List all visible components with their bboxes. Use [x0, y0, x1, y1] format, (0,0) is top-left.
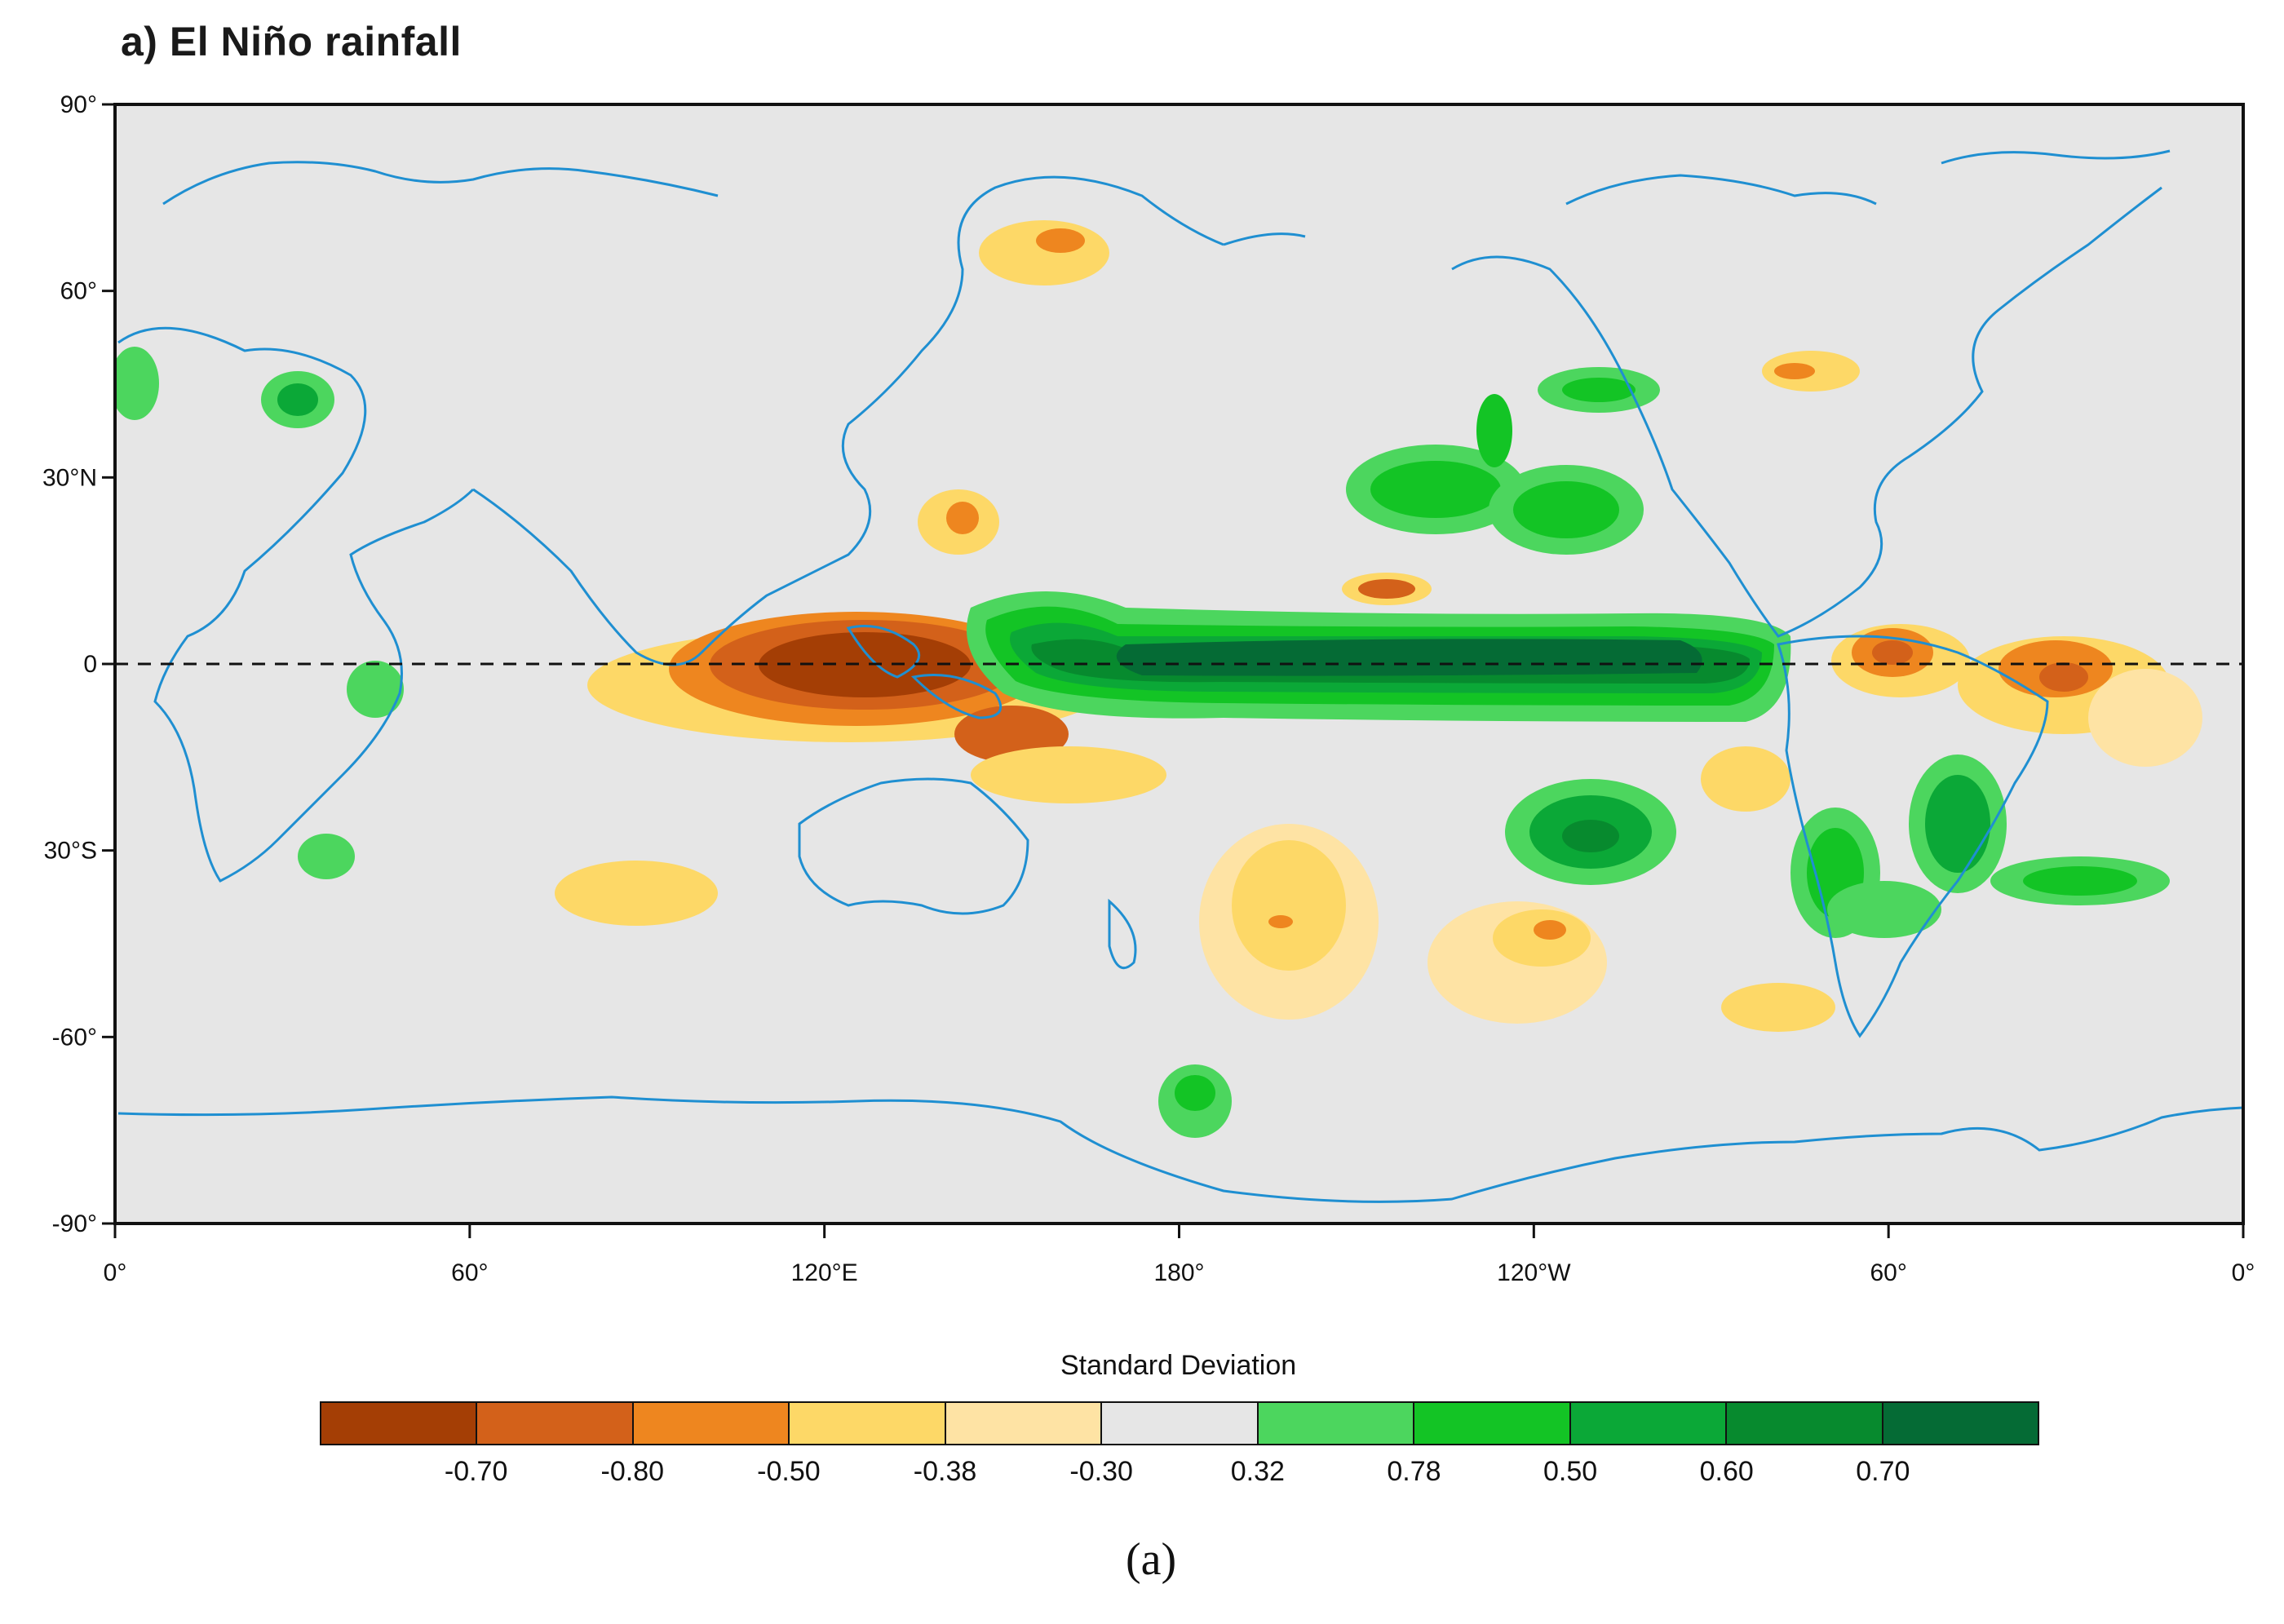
southern-dry-anomaly [555, 746, 1835, 1032]
europe-coastline [162, 161, 719, 206]
legend-tick-label: -0.50 [757, 1456, 821, 1487]
legend-swatch [1258, 1403, 1415, 1444]
legend-tick-label: -0.30 [1069, 1456, 1133, 1487]
legend-swatch [1102, 1403, 1259, 1444]
map-title: a) El Niño rainfall [121, 19, 462, 64]
legend-swatch [321, 1403, 478, 1444]
arctic-coastline [1565, 149, 2171, 206]
legend-swatch [945, 1403, 1103, 1444]
africa-coastline [117, 326, 475, 883]
south-pacific-wet-anomaly [1505, 779, 1676, 885]
legend-swatch [790, 1403, 946, 1444]
legend-swatch [1414, 1403, 1571, 1444]
legend-tick-label: 0.60 [1699, 1456, 1754, 1487]
x-tick-label: 60° [451, 1259, 488, 1286]
legend-tick-label: -0.80 [600, 1456, 665, 1487]
figure-caption: (a) [1126, 1534, 1177, 1585]
longitude-axis: 0° 60° 120°E 180° 120°W 60° 0° [104, 1224, 2255, 1286]
asia-coastline [472, 175, 1224, 666]
y-tick-label: -60° [52, 1024, 97, 1051]
legend-tick-label: -0.70 [444, 1456, 508, 1487]
y-tick-label: -90° [52, 1210, 97, 1237]
north-pacific-wet-anomaly [1346, 367, 1660, 555]
south-america-wet-anomaly [1790, 754, 2170, 938]
equatorial-pacific-wet-anomaly [967, 591, 1791, 722]
legend-swatch [477, 1403, 634, 1444]
y-tick-label: 90° [60, 91, 97, 118]
coastlines [117, 149, 2243, 1203]
x-tick-label: 60° [1870, 1259, 1906, 1286]
australia-coastline [798, 777, 1029, 915]
north-pacific-dry-anomaly [918, 220, 1860, 605]
legend-tick-label: 0.70 [1856, 1456, 1910, 1487]
antarctica-coastline [117, 1095, 2243, 1203]
legend-tick-label: 0.32 [1230, 1456, 1285, 1487]
y-tick-label: 60° [60, 278, 97, 305]
legend-title: Standard Deviation [1060, 1350, 1297, 1381]
x-tick-label: 0° [104, 1259, 127, 1286]
atlantic-dry-anomaly [1831, 624, 2202, 767]
x-tick-label: 180° [1153, 1259, 1204, 1286]
y-tick-label: 30°S [44, 838, 97, 865]
new-zealand-coastline [1108, 898, 1137, 970]
south-america-coastline [1777, 635, 2049, 1038]
eurasia-africa-wet-anomaly [115, 347, 1232, 1138]
legend-swatch [633, 1403, 790, 1444]
legend-tick-label: 0.78 [1387, 1456, 1441, 1487]
x-tick-label: 120°W [1497, 1259, 1571, 1286]
y-tick-label: 30°N [42, 464, 97, 491]
indonesia-coastline [846, 625, 1003, 719]
x-tick-label: 120°E [791, 1259, 858, 1286]
legend-swatch [1570, 1403, 1728, 1444]
legend-swatch [1883, 1403, 2038, 1444]
y-tick-label: 0 [83, 651, 97, 678]
legend-swatch [1727, 1403, 1883, 1444]
north-america-coastline [1223, 186, 2162, 638]
x-tick-label: 0° [2232, 1259, 2255, 1286]
legend-tick-label: 0.50 [1543, 1456, 1598, 1487]
legend-tick-label: -0.38 [913, 1456, 977, 1487]
color-legend-bar [320, 1401, 2039, 1445]
latitude-axis: 90° 60° 30°N 0 30°S -60° -90° [42, 91, 115, 1237]
